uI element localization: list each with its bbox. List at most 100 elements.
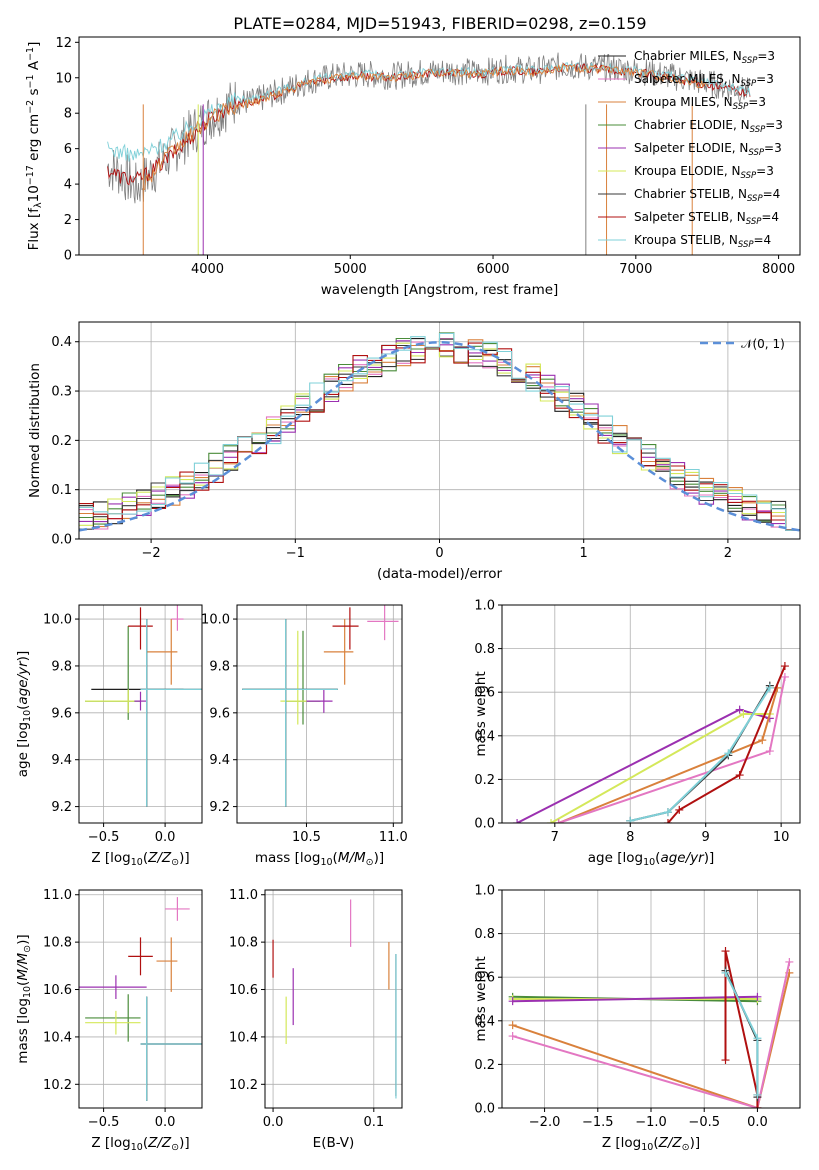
y-tick-label: 0 bbox=[64, 249, 72, 264]
x-tick-label: 0.0 bbox=[155, 830, 176, 845]
x-tick-label: −2.0 bbox=[529, 1115, 561, 1130]
weight-marker bbox=[753, 1090, 762, 1099]
panel-mass-vs-ebv: 0.0 0.1 10.2 10.4 10.6 10.8 11.0 E(B-V) bbox=[229, 888, 403, 1151]
spectrum-series-line bbox=[143, 62, 708, 190]
weight-marker bbox=[735, 771, 744, 780]
weight-marker bbox=[758, 736, 767, 745]
y-tick-label: 8 bbox=[64, 107, 72, 122]
weight-marker bbox=[626, 816, 635, 823]
weight-marker bbox=[735, 705, 744, 714]
legend-entry: Salpeter STELIB, NSSP=4 bbox=[634, 210, 779, 227]
x-axis-label: Z [log10(Z/Z⊙)] bbox=[602, 1135, 700, 1153]
weight-marker bbox=[753, 992, 762, 1001]
x-tick-label: 8 bbox=[626, 830, 634, 845]
plot-area bbox=[107, 52, 751, 255]
y-axis-label: mass weight bbox=[473, 671, 489, 756]
x-tick-label: −0.5 bbox=[88, 1115, 120, 1130]
plot-area bbox=[242, 605, 399, 807]
x-tick-label: 4000 bbox=[191, 262, 224, 277]
weight-line bbox=[630, 687, 771, 822]
x-tick-label: 0 bbox=[435, 546, 443, 561]
axes-frame bbox=[78, 321, 801, 540]
spectrum-series-line bbox=[107, 62, 751, 162]
y-tick-label: 9.6 bbox=[209, 706, 230, 721]
x-tick-label: 1 bbox=[580, 546, 588, 561]
x-tick-label: −1.0 bbox=[635, 1115, 667, 1130]
y-axis-label: Normed distribution bbox=[27, 363, 43, 498]
y-tick-label: 10 bbox=[55, 71, 72, 86]
axes-frame bbox=[78, 889, 203, 1109]
weight-marker bbox=[765, 683, 774, 692]
y-tick-label: 10.2 bbox=[43, 1078, 72, 1093]
weight-marker bbox=[753, 1034, 762, 1043]
y-tick-label: 0.4 bbox=[51, 335, 72, 350]
plot-area bbox=[272, 899, 397, 1099]
y-tick-label: 10.4 bbox=[43, 1030, 72, 1045]
x-axis-label: (data-model)/error bbox=[377, 566, 503, 582]
y-axis-label: mass weight bbox=[473, 956, 489, 1041]
weight-line bbox=[512, 995, 758, 1003]
y-tick-label: 11.0 bbox=[229, 888, 258, 903]
axes-frame bbox=[78, 36, 801, 256]
y-tick-label: 0.2 bbox=[474, 773, 495, 788]
y-tick-label: 0.4 bbox=[474, 1014, 495, 1029]
x-tick-label: 7 bbox=[551, 830, 559, 845]
x-tick-label: 10.5 bbox=[292, 830, 321, 845]
x-tick-label: −1 bbox=[286, 546, 305, 561]
plot-area bbox=[513, 662, 789, 823]
x-tick-label: 9 bbox=[702, 830, 710, 845]
y-axis-label: age [log10(age/yr)] bbox=[15, 651, 33, 777]
y-tick-label: 9.2 bbox=[51, 800, 72, 815]
axes-frame bbox=[501, 604, 801, 824]
y-tick-label: 0.2 bbox=[51, 434, 72, 449]
weight-marker bbox=[554, 819, 563, 823]
x-tick-label: 0.0 bbox=[155, 1115, 176, 1130]
y-tick-label: 2 bbox=[64, 213, 72, 228]
y-tick-label: 0.3 bbox=[51, 385, 72, 400]
panel-age-vs-mass: 10.5 11.0 9.2 9.4 9.6 9.8 10.0 mass [log10(M/M⊙… bbox=[201, 604, 408, 868]
plot-layer: 4000 5000 6000 7000 8000024681012wavelength … bbox=[15, 36, 801, 1153]
weight-marker bbox=[753, 1104, 762, 1108]
plot-area bbox=[79, 897, 202, 1101]
x-tick-label: 0.0 bbox=[747, 1115, 768, 1130]
y-tick-label: 0.1 bbox=[51, 483, 72, 498]
panel-residuals: −2 −1 0 1 2 0.0 0.1 0.2 0.3 0.4 (data-model)/error… bbox=[27, 321, 801, 582]
x-axis-label: age [log10(age/yr)] bbox=[588, 850, 714, 868]
weight-marker bbox=[513, 819, 522, 823]
weight-marker bbox=[508, 1021, 517, 1030]
x-tick-label: −0.5 bbox=[688, 1115, 720, 1130]
x-tick-label: −0.5 bbox=[88, 830, 120, 845]
weight-marker bbox=[663, 819, 672, 823]
panel-weight-vs-age: 7 8 9 10 0.0 0.2 0.4 0.6 0.8 1.0 age [log10(age/yr… bbox=[473, 599, 801, 868]
weight-marker bbox=[508, 997, 517, 1006]
x-axis-label: mass [log10(M/M⊙)] bbox=[255, 850, 384, 868]
residual-histogram bbox=[79, 342, 800, 531]
weight-marker bbox=[780, 672, 789, 681]
weight-marker bbox=[508, 1032, 517, 1041]
y-tick-label: 0.0 bbox=[474, 817, 495, 832]
weight-line bbox=[558, 687, 779, 823]
y-tick-label: 0.8 bbox=[474, 927, 495, 942]
legend-entry: Salpeter ELODIE, NSSP=3 bbox=[634, 141, 782, 158]
plot-area bbox=[79, 332, 800, 532]
weight-marker bbox=[547, 819, 556, 823]
x-axis-label: Z [log10(Z/Z⊙)] bbox=[91, 850, 189, 868]
x-tick-label: −1.5 bbox=[582, 1115, 614, 1130]
panel-weight-vs-Z: −2.0 −1.5 −1.0 −0.5 0.0 0.0 0.2 0.4 0.6 0.8 1.0 Z [… bbox=[473, 884, 801, 1153]
weight-marker bbox=[785, 957, 794, 966]
panel-spectrum: 4000 5000 6000 7000 8000 0 2 4 6 8 10 12 wavelength … bbox=[25, 36, 801, 298]
y-tick-label: 10.6 bbox=[229, 983, 258, 998]
plot-area bbox=[508, 947, 794, 1108]
panel-mass-vs-Z: −0.5 0.0 10.2 10.4 10.6 10.8 11.0 Z [log10(Z/Z⊙… bbox=[15, 888, 203, 1153]
legend-entry: Kroupa ELODIE, NSSP=3 bbox=[634, 164, 774, 181]
weight-marker bbox=[721, 968, 730, 977]
y-tick-label: 9.4 bbox=[51, 753, 72, 768]
weight-line bbox=[667, 665, 786, 823]
y-tick-label: 10.2 bbox=[229, 1078, 258, 1093]
y-tick-label: 0.6 bbox=[474, 971, 495, 986]
y-axis-label: mass [log10(M/M⊙)] bbox=[15, 934, 33, 1063]
y-tick-label: 0.4 bbox=[474, 729, 495, 744]
legend-entry: Chabrier STELIB, NSSP=4 bbox=[634, 187, 780, 204]
weight-marker bbox=[663, 808, 672, 817]
x-axis-label: Z [log10(Z/Z⊙)] bbox=[91, 1135, 189, 1153]
